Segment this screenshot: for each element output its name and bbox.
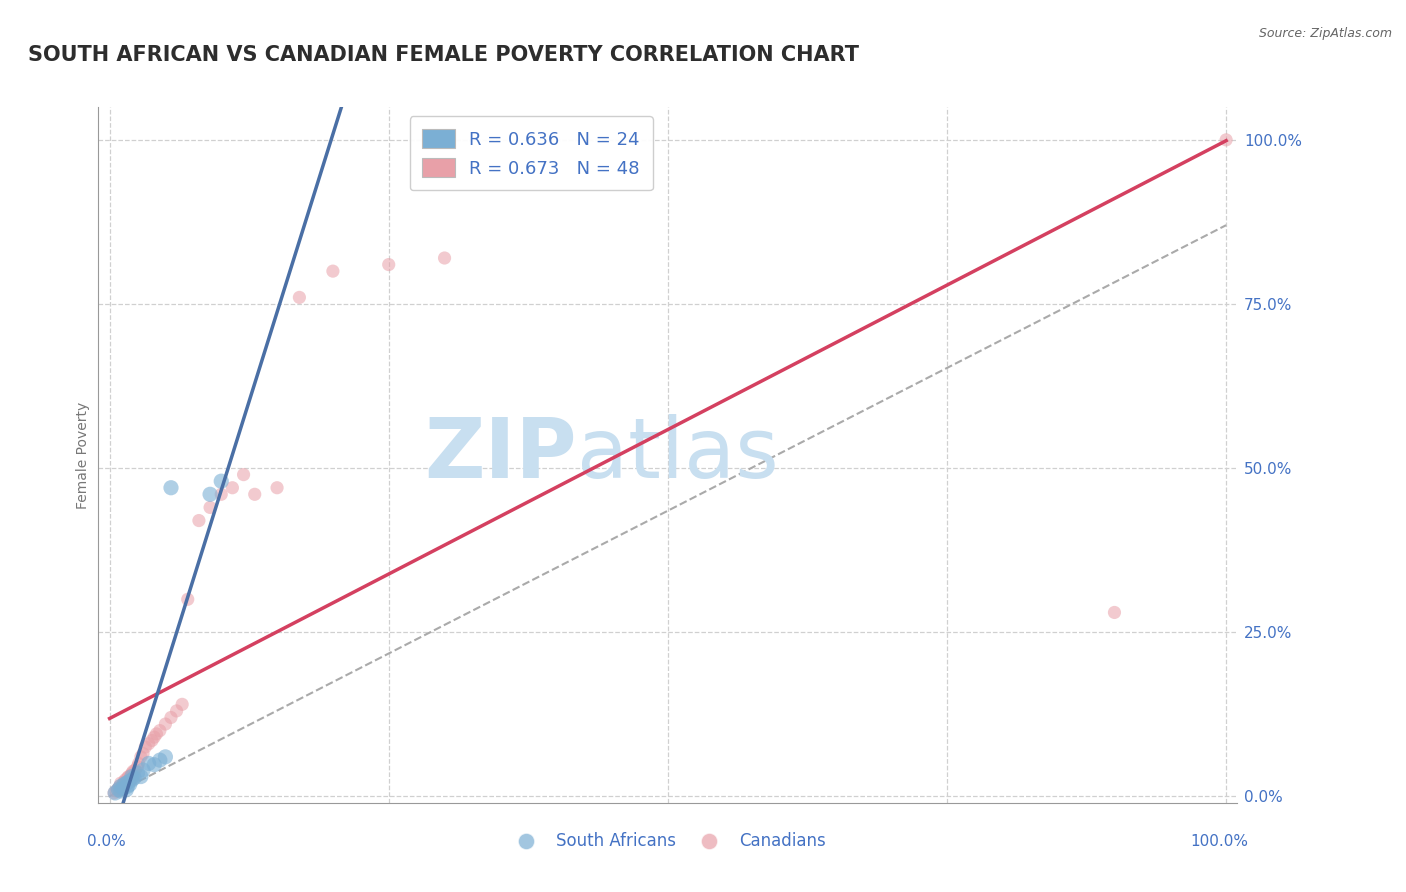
- Point: [118, 777, 141, 791]
- Point: [132, 763, 155, 777]
- Legend: South Africans, Canadians: South Africans, Canadians: [503, 826, 832, 857]
- Point: [134, 739, 156, 754]
- Point: [322, 264, 344, 278]
- Point: [221, 481, 243, 495]
- Point: [121, 772, 143, 787]
- Point: [110, 780, 132, 794]
- Point: [433, 251, 456, 265]
- Point: [187, 514, 209, 528]
- Point: [104, 786, 127, 800]
- Point: [103, 786, 125, 800]
- Point: [115, 776, 138, 790]
- Point: [110, 782, 132, 797]
- Text: 0.0%: 0.0%: [87, 834, 125, 849]
- Text: Source: ZipAtlas.com: Source: ZipAtlas.com: [1258, 27, 1392, 40]
- Point: [232, 467, 254, 482]
- Point: [121, 766, 143, 780]
- Point: [377, 258, 399, 272]
- Point: [111, 781, 134, 796]
- Point: [149, 723, 172, 738]
- Point: [166, 704, 188, 718]
- Text: atlas: atlas: [576, 415, 779, 495]
- Point: [155, 749, 177, 764]
- Point: [172, 698, 194, 712]
- Point: [122, 770, 145, 784]
- Point: [129, 770, 152, 784]
- Text: SOUTH AFRICAN VS CANADIAN FEMALE POVERTY CORRELATION CHART: SOUTH AFRICAN VS CANADIAN FEMALE POVERTY…: [28, 45, 859, 64]
- Point: [115, 776, 138, 790]
- Point: [155, 717, 177, 731]
- Point: [122, 771, 145, 785]
- Point: [132, 747, 155, 761]
- Point: [198, 500, 221, 515]
- Point: [288, 290, 311, 304]
- Point: [105, 784, 128, 798]
- Point: [198, 487, 221, 501]
- Point: [121, 770, 143, 784]
- Point: [145, 727, 167, 741]
- Point: [117, 774, 139, 789]
- Point: [107, 782, 129, 797]
- Y-axis label: Female Poverty: Female Poverty: [76, 401, 90, 508]
- Point: [266, 481, 288, 495]
- Point: [117, 780, 139, 794]
- Point: [112, 774, 135, 789]
- Point: [127, 766, 149, 780]
- Point: [108, 780, 131, 794]
- Point: [138, 756, 160, 771]
- Point: [127, 760, 149, 774]
- Point: [177, 592, 200, 607]
- Point: [128, 756, 150, 771]
- Point: [160, 710, 183, 724]
- Point: [117, 771, 139, 785]
- Point: [129, 749, 152, 764]
- Point: [120, 768, 142, 782]
- Point: [138, 737, 160, 751]
- Text: ZIP: ZIP: [425, 415, 576, 495]
- Text: 100.0%: 100.0%: [1191, 834, 1249, 849]
- Point: [107, 781, 129, 796]
- Point: [209, 487, 232, 501]
- Point: [111, 780, 134, 794]
- Point: [243, 487, 266, 501]
- Point: [124, 763, 146, 777]
- Point: [111, 777, 134, 791]
- Point: [118, 772, 141, 787]
- Point: [110, 784, 132, 798]
- Point: [141, 733, 163, 747]
- Point: [115, 782, 138, 797]
- Point: [122, 764, 145, 779]
- Point: [114, 772, 136, 787]
- Point: [143, 730, 166, 744]
- Point: [149, 753, 172, 767]
- Point: [143, 757, 166, 772]
- Point: [1104, 606, 1126, 620]
- Point: [117, 770, 139, 784]
- Point: [1215, 133, 1237, 147]
- Point: [160, 481, 183, 495]
- Point: [209, 474, 232, 488]
- Point: [110, 776, 132, 790]
- Point: [107, 782, 129, 797]
- Point: [112, 777, 135, 791]
